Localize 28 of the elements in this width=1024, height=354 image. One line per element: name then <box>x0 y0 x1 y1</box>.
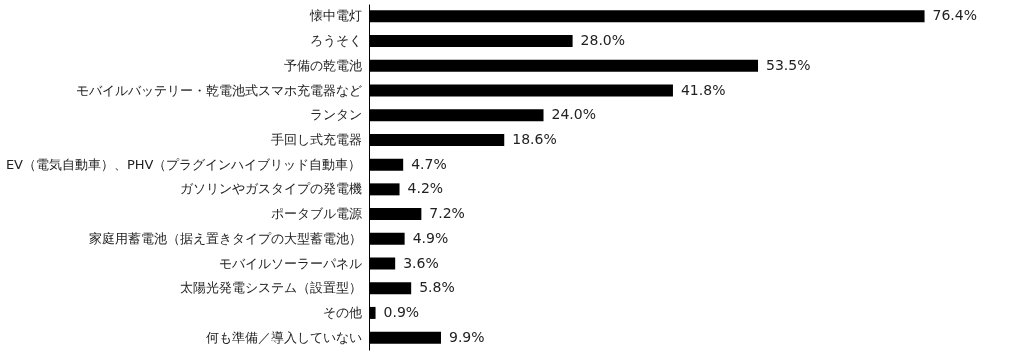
data-label: 5.8% <box>419 279 455 296</box>
y-tick-label: 家庭用蓄電池（据え置きタイプの大型蓄電池） <box>88 230 362 246</box>
y-tick-label: EV（電気自動車）、PHV（プラグインハイブリッド自動車） <box>5 156 362 172</box>
data-label: 53.5% <box>766 56 811 73</box>
data-label: 0.9% <box>383 303 420 320</box>
y-tick-label: 懐中電灯 <box>308 8 362 24</box>
y-tick-label: 太陽光発電システム（設置型） <box>179 280 362 296</box>
y-tick-label: モバイルソーラーパネル <box>218 255 362 271</box>
data-label: 4.2% <box>407 180 444 197</box>
y-tick-label: 予備の乾電池 <box>283 57 362 73</box>
y-tick-label: ろうそく <box>309 33 362 49</box>
y-tick-label: 何も準備／導入していない <box>205 329 362 345</box>
data-label: 24.0% <box>551 106 596 123</box>
data-label: 7.2% <box>429 205 465 222</box>
data-label: 9.9% <box>448 328 485 345</box>
data-label: 41.8% <box>680 81 726 98</box>
y-tick-label: ガソリンやガスタイプの発電機 <box>179 181 362 197</box>
y-tick-label: ランタン <box>309 107 362 123</box>
data-label: 4.9% <box>412 229 449 246</box>
y-tick-label: ポータブル電源 <box>270 206 362 222</box>
data-label: 76.4% <box>932 7 978 24</box>
data-label: 4.7% <box>411 155 447 172</box>
y-tick-label: 手回し式充電器 <box>270 131 362 147</box>
y-tick-label: その他 <box>322 304 362 320</box>
data-label: 3.6% <box>403 254 439 271</box>
y-tick-label: モバイルバッテリー・乾電池式スマホ充電器など <box>75 82 362 98</box>
data-label: 18.6% <box>512 130 557 147</box>
data-label: 28.0% <box>580 32 626 49</box>
